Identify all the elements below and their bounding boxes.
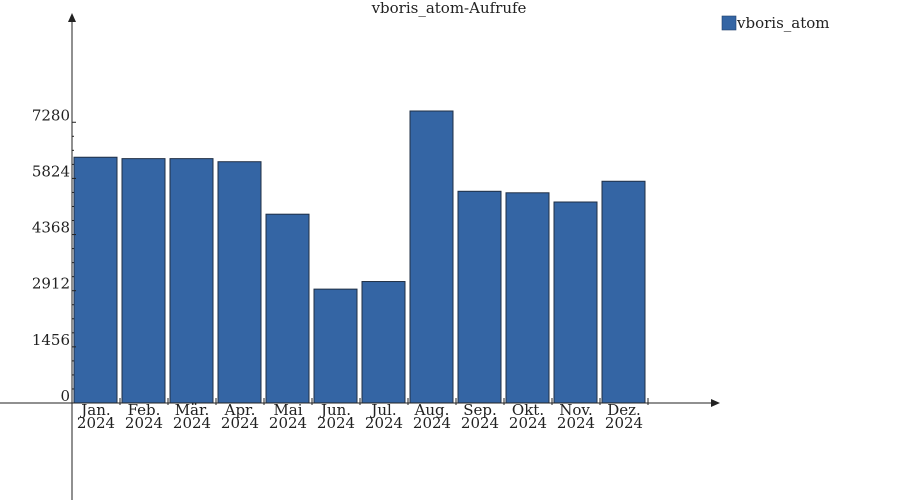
x-tick-label: 2024 [221, 414, 259, 432]
x-tick-label: Okt. [512, 401, 544, 419]
bars-group [73, 110, 646, 404]
legend-swatch [721, 15, 737, 31]
y-tick-label: 1456 [32, 331, 70, 349]
y-tick-label: 2912 [32, 275, 70, 293]
x-tick-label: Jul. [369, 401, 396, 419]
x-tick-label: 2024 [77, 414, 115, 432]
x-tick-label: Mär. [175, 401, 210, 419]
x-tick-label: 2024 [557, 414, 595, 432]
x-tick-label: 2024 [269, 414, 307, 432]
x-tick-label: 2024 [365, 414, 403, 432]
x-tick-label: Mai [273, 401, 302, 419]
x-tick-label: Dez. [607, 401, 641, 419]
chart-title: vboris_atom-Aufrufe [371, 0, 527, 17]
x-tick-label: Feb. [128, 401, 161, 419]
bar-6 [313, 288, 358, 404]
y-tick-label: 7280 [32, 106, 70, 124]
y-tick-label: 4368 [32, 219, 70, 237]
x-tick-label: 2024 [605, 414, 643, 432]
x-tick-label: Apr. [224, 401, 256, 419]
bar-8 [409, 110, 454, 404]
y-tick-label: 5824 [32, 162, 70, 180]
x-tick-label: 2024 [173, 414, 211, 432]
x-tick-label: Nov. [559, 401, 593, 419]
bar-4 [217, 161, 262, 404]
bar-10 [505, 192, 550, 404]
x-tick-label: Aug. [414, 401, 450, 419]
x-tick-label: 2024 [125, 414, 163, 432]
y-axis-arrow [68, 13, 76, 22]
x-tick-label: Jan. [79, 401, 110, 419]
bar-5 [265, 213, 310, 404]
x-tick-label: Sep. [463, 401, 497, 419]
x-tick-label: 2024 [317, 414, 355, 432]
x-tick-label: 2024 [461, 414, 499, 432]
x-tick-label: 2024 [413, 414, 451, 432]
legend-label: vboris_atom [736, 14, 830, 32]
x-tick-label: Jun. [319, 401, 351, 419]
bar-9 [457, 190, 502, 404]
bar-2 [121, 158, 166, 404]
bar-7 [361, 281, 406, 404]
legend: vboris_atom [721, 14, 830, 32]
x-ticks-group: Jan.2024Feb.2024Mär.2024Apr.2024Mai2024J… [71, 398, 649, 432]
y-tick-label: 0 [60, 387, 70, 405]
bar-11 [553, 201, 598, 404]
bar-3 [169, 158, 214, 404]
axes-group [0, 13, 720, 500]
bar-12 [601, 180, 646, 404]
x-tick-label: 2024 [509, 414, 547, 432]
x-axis-arrow [711, 399, 720, 407]
y-ticks-group: 0 1456 2912 4368 5824 7280 [32, 106, 76, 405]
bar-1 [73, 156, 118, 404]
